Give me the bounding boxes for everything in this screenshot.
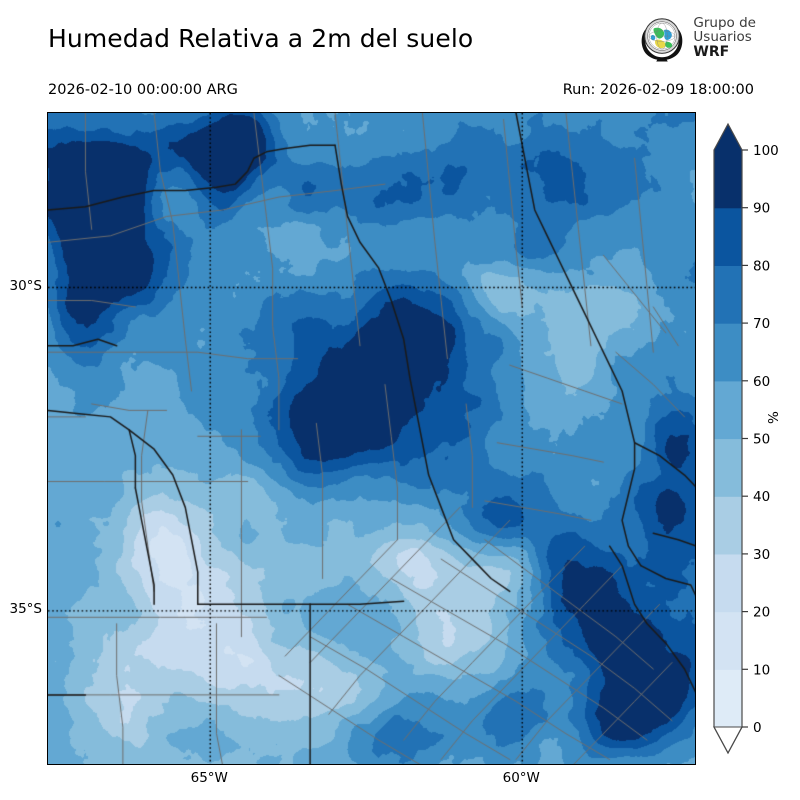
colorbar-band-50-60 (714, 380, 742, 440)
globe-emblem-icon (642, 18, 683, 62)
run-time-label: Run: 2026-02-09 18:00:00 (562, 82, 754, 98)
colorbar-tick-label-20: 20 (753, 605, 770, 621)
colorbar-tick-label-50: 50 (753, 432, 770, 448)
colorbar[interactable]: 0 10 20 30 40 50 60 70 80 90 100 (712, 112, 800, 765)
colorbar-tick-label-90: 90 (753, 201, 770, 217)
logo-text: Grupo de Usuarios WRF (693, 15, 756, 60)
colorbar-band-10-20 (714, 611, 742, 670)
colorbar-tick-label-0: 0 (753, 720, 762, 736)
page-title: Humedad Relativa a 2m del suelo (48, 24, 474, 53)
humidity-field-raster (48, 113, 695, 764)
logo-line-2: Usuarios (693, 28, 752, 45)
colorbar-tick-label-30: 30 (753, 547, 770, 563)
lon-tick-label-65W: 65°W (190, 770, 228, 786)
colorbar-unit-label: % (766, 411, 782, 424)
colorbar-tick-label-80: 80 (753, 258, 770, 274)
colorbar-band-30-40 (714, 496, 742, 555)
colorbar-band-0-10 (714, 669, 742, 728)
lat-tick-label-35S: 35°S (9, 600, 43, 617)
colorbar-tick-label-60: 60 (753, 374, 770, 390)
lat-tick-label-30S: 30°S (9, 277, 43, 294)
colorbar-band-20-30 (714, 553, 742, 613)
colorbar-tick-label-70: 70 (753, 316, 770, 332)
colorbar-tick-label-40: 40 (753, 489, 770, 505)
colorbar-band-60-70 (714, 323, 742, 382)
colorbar-band-90-100 (714, 150, 742, 209)
colorbar-band-80-90 (714, 207, 742, 266)
colorbar-tick-label-100: 100 (753, 143, 779, 159)
logo-line-3: WRF (693, 43, 730, 60)
valid-time-label: 2026-02-10 00:00:00 ARG (48, 82, 238, 98)
header: Humedad Relativa a 2m del suelo 2026-02-… (0, 0, 800, 112)
colorbar-svg: 0 10 20 30 40 50 60 70 80 90 100 (713, 122, 779, 755)
wrf-user-group-logo: Grupo de Usuarios WRF (638, 13, 756, 63)
colorbar-extend-above (714, 124, 742, 150)
lon-tick-label-60W: 60°W (502, 770, 540, 786)
colorbar-band-70-80 (714, 265, 742, 324)
logo-line-1: Grupo de (693, 15, 756, 32)
map-plot-area[interactable] (47, 112, 696, 765)
colorbar-tick-label-10: 10 (753, 662, 770, 678)
colorbar-extend-below (713, 726, 743, 755)
colorbar-band-40-50 (714, 438, 742, 497)
